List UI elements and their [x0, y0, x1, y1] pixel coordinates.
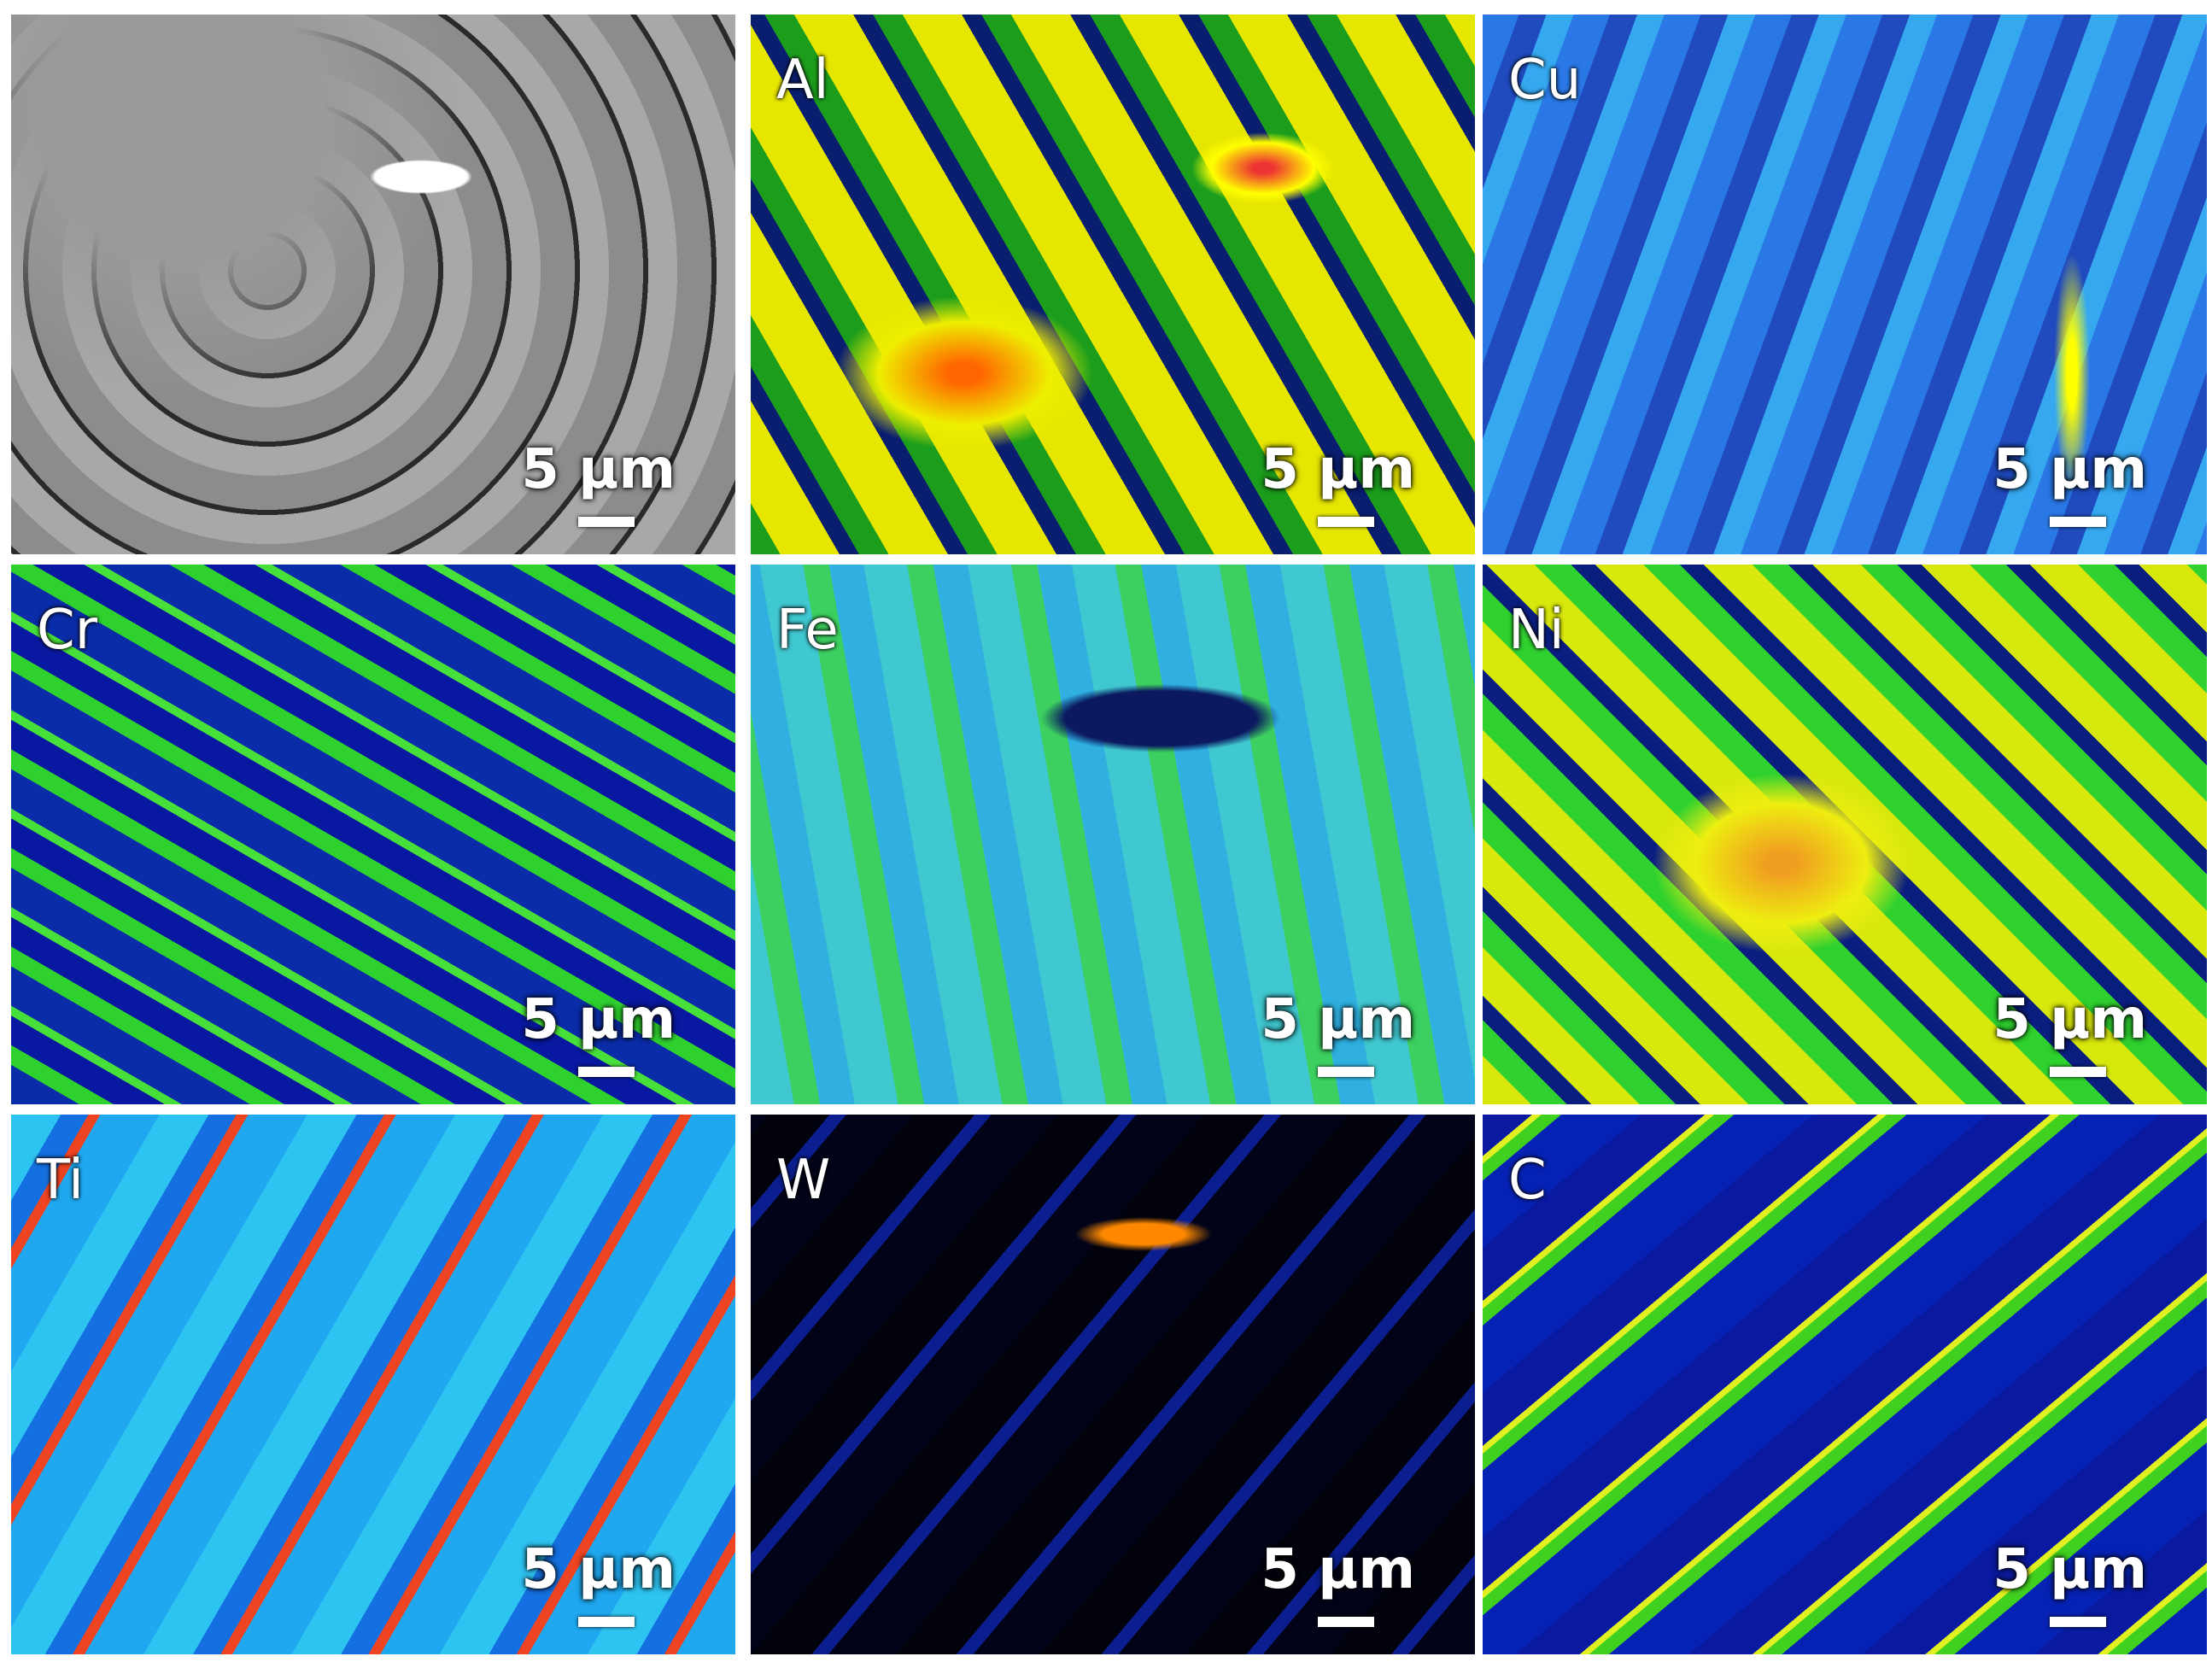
map-panel: Cr 5 µm	[11, 565, 735, 1104]
scale-bar	[1318, 1067, 1374, 1077]
scale-label: 5 µm	[1261, 988, 1415, 1051]
element-label: C	[1508, 1149, 1547, 1212]
map-panel: Cu 5 µm	[1483, 15, 2207, 554]
scale-label: 5 µm	[521, 988, 676, 1051]
map-panel: Ni 5 µm	[1483, 565, 2207, 1104]
scale-bar	[2050, 517, 2106, 527]
map-panel: Al 5 µm	[751, 15, 1475, 554]
element-label: W	[776, 1149, 831, 1212]
scale-bar	[578, 1617, 635, 1627]
map-panel: Fe 5 µm	[751, 565, 1475, 1104]
scale-label: 5 µm	[521, 438, 676, 501]
element-label: Ni	[1508, 599, 1565, 662]
map-panel: C 5 µm	[1483, 1115, 2207, 1654]
scale-bar	[1318, 1617, 1374, 1627]
scale-bar	[578, 1067, 635, 1077]
element-label: Fe	[776, 599, 839, 662]
map-panel: 5 µm	[11, 15, 735, 554]
map-panel: W 5 µm	[751, 1115, 1475, 1654]
scale-bar	[2050, 1067, 2106, 1077]
scale-label: 5 µm	[521, 1538, 676, 1601]
map-panel: Ti 5 µm	[11, 1115, 735, 1654]
element-label: Ti	[37, 1149, 84, 1212]
scale-bar	[2050, 1617, 2106, 1627]
scale-label: 5 µm	[1993, 438, 2147, 501]
scale-label: 5 µm	[1993, 988, 2147, 1051]
element-label: Cr	[37, 599, 97, 662]
scale-label: 5 µm	[1261, 1538, 1415, 1601]
scale-bar	[1318, 517, 1374, 527]
element-label: Al	[776, 49, 829, 112]
scale-bar	[578, 517, 635, 527]
scale-label: 5 µm	[1993, 1538, 2147, 1601]
scale-label: 5 µm	[1261, 438, 1415, 501]
element-label: Cu	[1508, 49, 1582, 112]
